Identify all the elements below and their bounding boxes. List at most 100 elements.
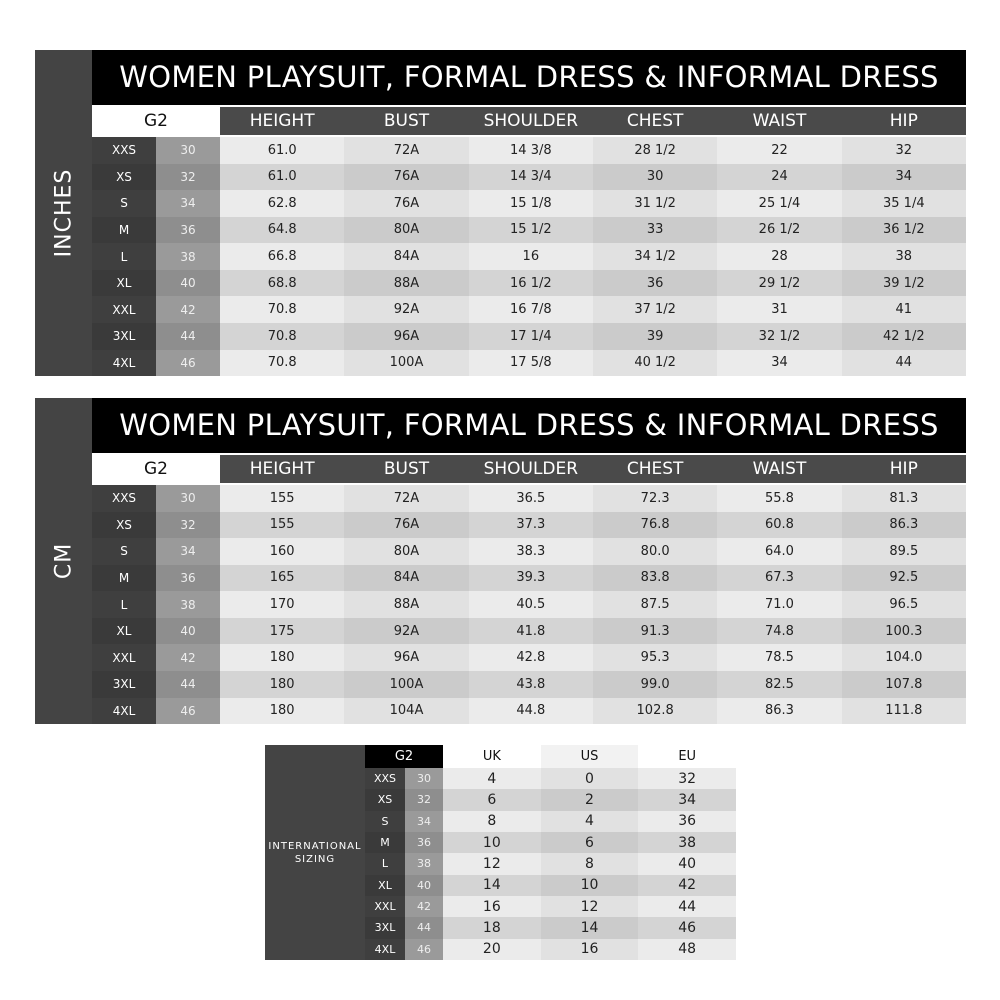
table-row: M 36 10 6 38 [365, 831, 737, 854]
table-cell: 104A [344, 697, 469, 725]
table-row: XS 32 61.0 76A 14 3/4 30 24 34 [92, 163, 966, 191]
table-cell: 34 [717, 349, 842, 377]
table-cell: 83.8 [592, 564, 718, 592]
table-cell: 31 [717, 296, 842, 323]
size-number: 44 [405, 917, 443, 939]
table-cell: 91.3 [592, 617, 718, 645]
column-header: BUST [344, 107, 469, 135]
table-cell: 16 [540, 938, 639, 960]
size-label: 3XL [92, 670, 156, 698]
table-cell: 60.8 [717, 511, 842, 539]
table-cell: 33 [592, 216, 718, 244]
size-number: 38 [156, 591, 220, 618]
size-label: L [365, 853, 405, 875]
size-number: 46 [405, 938, 443, 960]
size-label: M [92, 216, 156, 244]
unit-label: CM [51, 542, 76, 580]
table-cell: 14 [443, 874, 541, 896]
table-cell: 0 [540, 768, 639, 790]
table-cell: 36 [592, 269, 718, 297]
table-cell: 38 [841, 243, 966, 270]
size-label: 4XL [92, 349, 156, 377]
table-row: L 38 12 8 40 [365, 853, 737, 875]
table-cell: 39 [592, 322, 718, 350]
table-cell: 8 [540, 853, 639, 875]
table-cell: 30 [592, 163, 718, 191]
international-sizing-table: INTERNATIONAL SIZING G2 UK US EU XXS 30 4 0 32 XS 3… [265, 745, 737, 960]
table-cell: 70.8 [220, 322, 345, 350]
size-number: 34 [156, 190, 220, 217]
table-row: 3XL 44 18 14 46 [365, 917, 737, 939]
table-cell: 100A [344, 349, 469, 377]
table-cell: 61.0 [220, 163, 345, 191]
table-cell: 87.5 [592, 591, 718, 618]
table-cell: 100.3 [841, 617, 966, 645]
table-row: XXS 30 155 72A 36.5 72.3 55.8 81.3 [92, 485, 966, 512]
table-cell: 34 1/2 [592, 243, 718, 270]
size-number: 42 [405, 895, 443, 918]
table-row: XS 32 6 2 34 [365, 789, 737, 811]
table-cell: 26 1/2 [717, 216, 842, 244]
size-number: 40 [156, 617, 220, 645]
size-number: 30 [156, 137, 220, 164]
column-header: HEIGHT [220, 107, 345, 135]
column-header: EU [638, 745, 737, 768]
table-cell: 10 [443, 831, 541, 854]
table-row: L 38 66.8 84A 16 34 1/2 28 38 [92, 243, 966, 270]
table-cell: 92.5 [841, 564, 966, 592]
table-cell: 4 [443, 768, 541, 790]
table-row: XXL 42 16 12 44 [365, 895, 737, 918]
table-cell: 96A [344, 322, 469, 350]
table-cell: 89.5 [841, 538, 966, 565]
table-cell: 76A [344, 511, 469, 539]
table-cell: 102.8 [592, 697, 718, 725]
column-header: CHEST [592, 107, 718, 135]
size-label: 4XL [92, 697, 156, 725]
table-cell: 95.3 [592, 644, 718, 671]
size-number: 30 [405, 768, 443, 790]
table-cell: 40 1/2 [592, 349, 718, 377]
table-cell: 175 [220, 617, 345, 645]
table-cell: 38 [638, 831, 737, 854]
size-number: 32 [156, 511, 220, 539]
size-number: 34 [156, 538, 220, 565]
table-cell: 44 [638, 895, 737, 918]
table-cell: 155 [220, 485, 345, 512]
size-number: 36 [405, 831, 443, 854]
table-cell: 76A [344, 163, 469, 191]
table-cell: 32 [638, 768, 737, 790]
table-cell: 74.8 [717, 617, 842, 645]
table-cell: 96A [344, 644, 469, 671]
cm-size-table: CM WOMEN PLAYSUIT, FORMAL DRESS & INFORMA… [35, 398, 966, 725]
table-cell: 64.8 [220, 216, 345, 244]
table-cell: 12 [540, 895, 639, 918]
size-number: 30 [156, 485, 220, 512]
table-cell: 80.0 [592, 538, 718, 565]
table-cell: 165 [220, 564, 345, 592]
size-label: S [92, 538, 156, 565]
size-label: S [92, 190, 156, 217]
table-cell: 43.8 [468, 670, 593, 698]
table-cell: 170 [220, 591, 345, 618]
table-cell: 6 [540, 831, 639, 854]
size-label: XS [365, 789, 405, 811]
size-number: 32 [156, 163, 220, 191]
table-cell: 34 [638, 789, 737, 811]
header-row: G2 HEIGHT BUST SHOULDER CHEST WAIST HIP [92, 107, 966, 135]
unit-label: INTERNATIONAL SIZING [268, 840, 362, 865]
size-number: 46 [156, 349, 220, 377]
table-cell: 96.5 [841, 591, 966, 618]
table-row: XL 40 14 10 42 [365, 874, 737, 896]
table-row: S 34 62.8 76A 15 1/8 31 1/2 25 1/4 35 1/4 [92, 190, 966, 217]
table-cell: 99.0 [592, 670, 718, 698]
column-header: BUST [344, 455, 469, 483]
size-label: S [365, 810, 405, 832]
table-cell: 61.0 [220, 137, 345, 164]
table-cell: 16 7/8 [468, 296, 593, 323]
unit-sidebar: CM [35, 398, 92, 724]
table-cell: 80A [344, 216, 469, 244]
table-cell: 42.8 [468, 644, 593, 671]
unit-sidebar: INTERNATIONAL SIZING [265, 745, 365, 960]
size-label: XXS [92, 485, 156, 512]
table-row: S 34 8 4 36 [365, 810, 737, 832]
